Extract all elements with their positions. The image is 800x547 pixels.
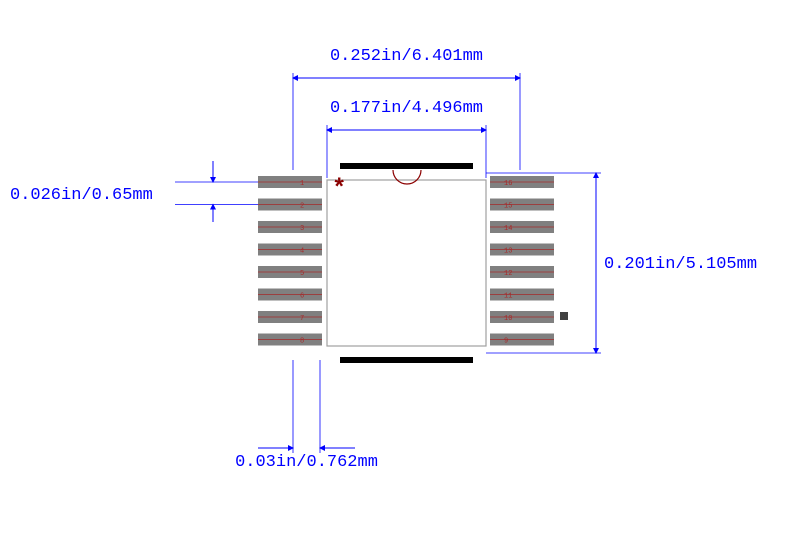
dim-left-label: 0.026in/0.65mm: [10, 186, 153, 205]
orientation-arc: [393, 170, 421, 184]
dim-bottom-label: 0.03in/0.762mm: [235, 453, 378, 472]
body-bottom-bar: [340, 357, 473, 363]
body-top-bar: [340, 163, 473, 169]
pin-number-right-7: 10: [504, 315, 512, 323]
pin1-marker: *: [332, 176, 346, 203]
dim-top-outer-label: 0.252in/6.401mm: [330, 47, 483, 66]
pin-number-right-5: 12: [504, 270, 512, 278]
pin-number-left-5: 5: [300, 270, 304, 278]
pin-number-left-2: 2: [300, 203, 304, 211]
pin-number-right-4: 13: [504, 248, 512, 256]
pin-number-left-1: 1: [300, 180, 304, 188]
pin-number-left-8: 8: [300, 338, 304, 346]
dim-top-inner-label: 0.177in/4.496mm: [330, 99, 483, 118]
pin-number-right-1: 16: [504, 180, 512, 188]
pin-number-left-4: 4: [300, 248, 304, 256]
pin-number-right-6: 11: [504, 293, 512, 301]
pin-number-right-2: 15: [504, 203, 512, 211]
pin-number-left-6: 6: [300, 293, 304, 301]
pin-number-left-3: 3: [300, 225, 304, 233]
dim-right-label: 0.201in/5.105mm: [604, 255, 757, 274]
pin-number-right-8: 9: [504, 338, 508, 346]
marker-dot: [560, 312, 568, 320]
pin-number-left-7: 7: [300, 315, 304, 323]
ic-body-outline: [327, 180, 486, 346]
pin-number-right-3: 14: [504, 225, 512, 233]
